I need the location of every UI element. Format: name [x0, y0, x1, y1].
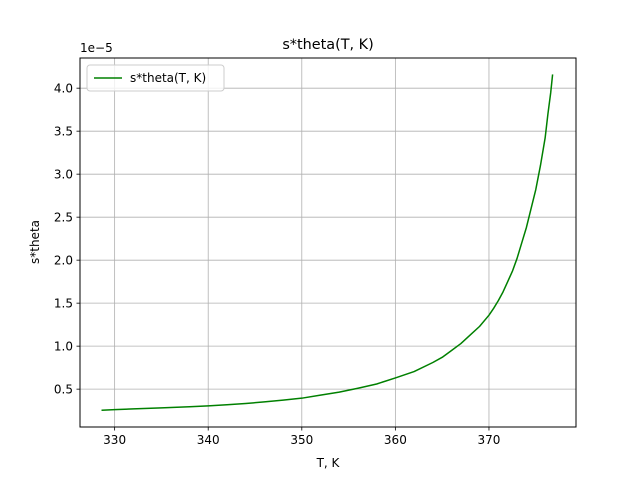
y-tick-label: 2.5	[54, 211, 73, 225]
x-tick-label: 370	[478, 433, 501, 447]
x-tick-label: 350	[290, 433, 313, 447]
legend: s*theta(T, K)	[86, 64, 225, 92]
x-tick-label: 340	[197, 433, 220, 447]
legend-box	[86, 64, 225, 92]
plot-frame	[79, 57, 577, 428]
x-ticks: 330 340 350 360 370	[103, 427, 500, 447]
y-tick-label: 4.0	[54, 82, 73, 96]
y-tick-label: 1.0	[54, 340, 73, 354]
y-tick-label: 3.0	[54, 168, 73, 182]
x-tick-label: 360	[384, 433, 407, 447]
y-axis-label: s*theta	[28, 220, 42, 264]
series-layer	[101, 74, 554, 411]
legend-label: s*theta(T, K)	[130, 71, 206, 85]
y-tick-label: 2.0	[54, 254, 73, 268]
y-tick-label: 0.5	[54, 383, 73, 397]
y-ticks: 0.5 1.0 1.5 2.0 2.5 3.0 3.5 4.0	[54, 82, 80, 397]
x-tick-label: 330	[103, 433, 126, 447]
grid	[80, 58, 576, 427]
series-line	[101, 74, 554, 411]
x-axis-label: T, K	[316, 456, 341, 470]
y-tick-label: 1.5	[54, 297, 73, 311]
y-tick-label: 3.5	[54, 125, 73, 139]
chart-title: s*theta(T, K)	[282, 37, 373, 53]
y-axis-multiplier: 1e−5	[80, 41, 113, 55]
